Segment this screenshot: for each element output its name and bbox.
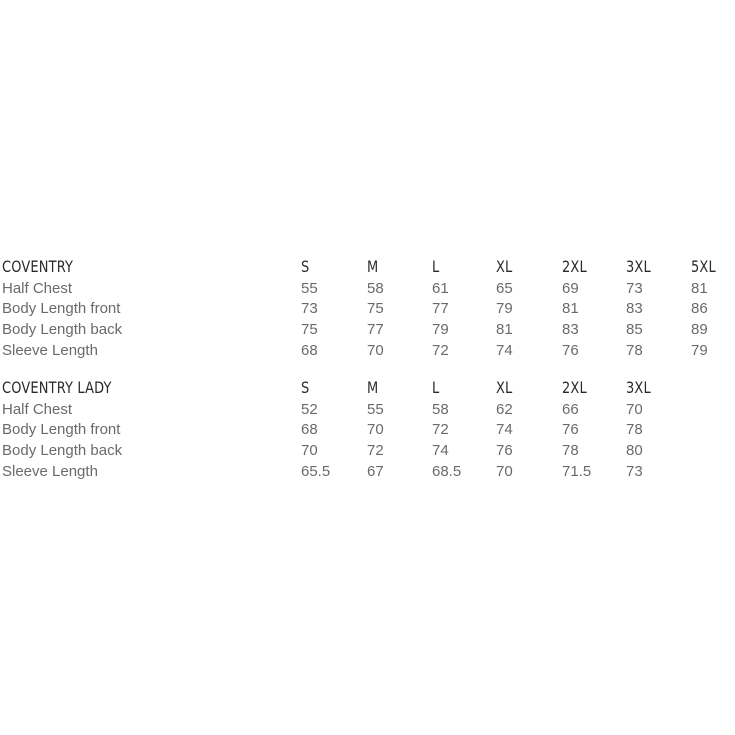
table-title: COVENTRY LADY [2, 378, 112, 397]
measurement-value: 74 [496, 421, 513, 439]
row-label: Body Length back [2, 442, 123, 460]
size-header: 5XL [691, 257, 716, 276]
measurement-value: 86 [691, 300, 708, 318]
table-row: Body Length front 73 75 77 79 81 83 86 [0, 298, 735, 319]
row-label: Sleeve Length [2, 462, 98, 480]
measurement-value: 83 [626, 300, 643, 318]
table-row: Half Chest 55 58 61 65 69 73 81 [0, 278, 735, 299]
measurement-value: 77 [432, 300, 449, 318]
size-header: L [432, 378, 440, 397]
table-header-row: COVENTRY LADY S M L XL 2XL 3XL [0, 377, 735, 398]
measurement-value: 83 [562, 321, 579, 339]
measurement-value: 79 [691, 341, 708, 359]
measurement-value: 79 [496, 300, 513, 318]
measurement-value: 81 [691, 279, 708, 297]
measurement-value: 89 [691, 321, 708, 339]
measurement-value: 77 [367, 321, 384, 339]
row-label: Sleeve Length [2, 341, 98, 359]
measurement-value: 66 [562, 400, 579, 418]
measurement-value: 81 [562, 300, 579, 318]
row-label: Body Length front [2, 421, 121, 439]
measurement-value: 80 [626, 442, 643, 460]
measurement-value: 70 [496, 462, 513, 480]
measurement-value: 67 [367, 462, 384, 480]
measurement-value: 68.5 [432, 462, 462, 480]
table-row: Body Length back 70 72 74 76 78 80 [0, 440, 735, 461]
measurement-value: 61 [432, 279, 449, 297]
size-header: M [367, 378, 379, 397]
row-label: Body Length front [2, 300, 121, 318]
measurement-value: 71.5 [562, 462, 592, 480]
table-header-row: COVENTRY S M L XL 2XL 3XL 5XL [0, 256, 735, 277]
measurement-value: 58 [432, 400, 449, 418]
size-header: 3XL [626, 378, 651, 397]
measurement-value: 58 [367, 279, 384, 297]
measurement-value: 73 [301, 300, 318, 318]
measurement-value: 73 [626, 279, 643, 297]
measurement-value: 72 [367, 442, 384, 460]
size-header: S [301, 257, 310, 276]
size-header: S [301, 378, 310, 397]
size-header: 2XL [562, 257, 587, 276]
measurement-value: 70 [301, 442, 318, 460]
measurement-value: 68 [301, 421, 318, 439]
measurement-value: 55 [367, 400, 384, 418]
measurement-value: 79 [432, 321, 449, 339]
measurement-value: 78 [626, 341, 643, 359]
measurement-value: 75 [301, 321, 318, 339]
measurement-value: 73 [626, 462, 643, 480]
measurement-value: 55 [301, 279, 318, 297]
measurement-value: 78 [626, 421, 643, 439]
table-row: Sleeve Length 65.5 67 68.5 70 71.5 73 [0, 461, 735, 482]
measurement-value: 85 [626, 321, 643, 339]
measurement-value: 72 [432, 421, 449, 439]
size-header: L [432, 257, 440, 276]
row-label: Half Chest [2, 400, 73, 418]
measurement-value: 75 [367, 300, 384, 318]
measurement-value: 65.5 [301, 462, 331, 480]
measurement-value: 76 [562, 341, 579, 359]
size-header: XL [496, 257, 513, 276]
table-row: Body Length back 75 77 79 81 83 85 89 [0, 319, 735, 340]
table-row: Sleeve Length 68 70 72 74 76 78 79 [0, 340, 735, 361]
table-title: COVENTRY [2, 257, 74, 276]
size-header: XL [496, 378, 513, 397]
measurement-value: 70 [367, 341, 384, 359]
table-row: Half Chest 52 55 58 62 66 70 [0, 399, 735, 420]
row-label: Body Length back [2, 321, 123, 339]
measurement-value: 76 [496, 442, 513, 460]
measurement-value: 62 [496, 400, 513, 418]
row-label: Half Chest [2, 279, 73, 297]
size-header: M [367, 257, 379, 276]
measurement-value: 69 [562, 279, 579, 297]
measurement-value: 78 [562, 442, 579, 460]
measurement-value: 68 [301, 341, 318, 359]
measurement-value: 72 [432, 341, 449, 359]
size-header: 2XL [562, 378, 587, 397]
measurement-value: 65 [496, 279, 513, 297]
measurement-value: 74 [432, 442, 449, 460]
measurement-value: 52 [301, 400, 318, 418]
measurement-value: 81 [496, 321, 513, 339]
measurement-value: 70 [626, 400, 643, 418]
size-header: 3XL [626, 257, 651, 276]
measurement-value: 70 [367, 421, 384, 439]
measurement-value: 76 [562, 421, 579, 439]
table-row: Body Length front 68 70 72 74 76 78 [0, 419, 735, 440]
measurement-value: 74 [496, 341, 513, 359]
